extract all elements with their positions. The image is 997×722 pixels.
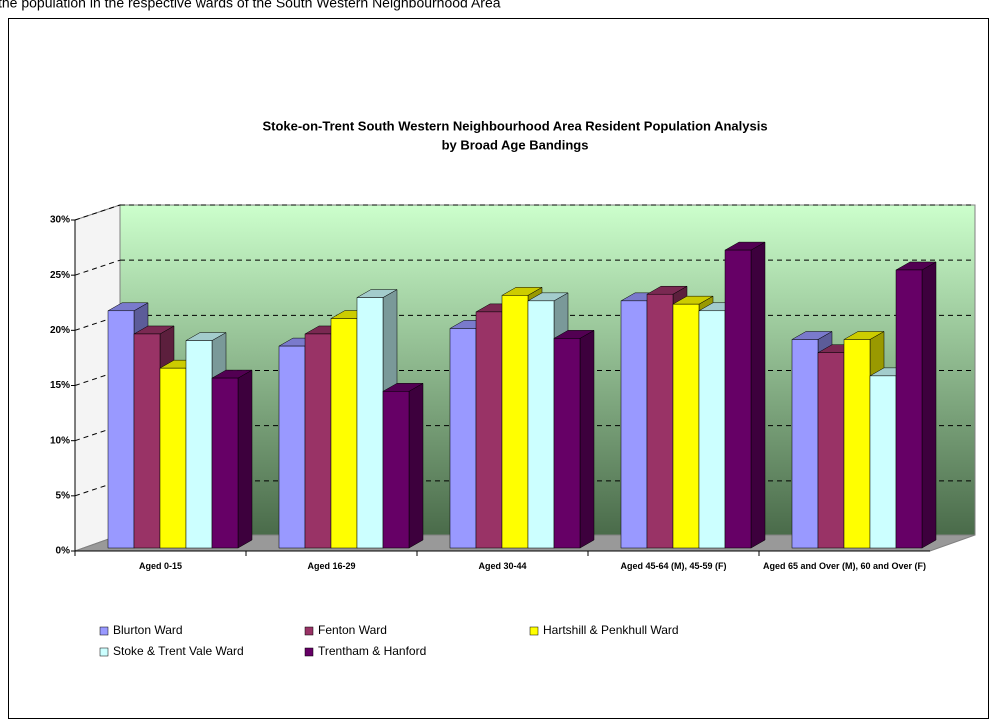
bar: [646, 293, 674, 549]
y-tick-label: 15%: [50, 380, 70, 391]
bar: [159, 367, 187, 549]
x-tick-label: Aged 30-44: [478, 561, 527, 571]
bar-side: [750, 241, 766, 549]
bar-side: [237, 369, 253, 549]
bar-side: [921, 261, 937, 549]
bar: [330, 318, 358, 549]
y-tick-label: 20%: [50, 325, 70, 336]
bar: [698, 310, 726, 549]
bar: [791, 339, 819, 549]
bar: [304, 333, 332, 549]
y-tick-label: 25%: [50, 270, 70, 281]
bar: [501, 295, 529, 549]
bar: [211, 377, 239, 549]
bar: [869, 375, 897, 549]
bar: [382, 391, 410, 549]
legend-label: Blurton Ward: [113, 623, 183, 637]
x-tick-label: Aged 45-64 (M), 45-59 (F): [620, 561, 727, 571]
bar: [133, 333, 161, 549]
bar: [895, 269, 923, 549]
bar: [620, 300, 648, 549]
bar: [843, 339, 871, 549]
bar: [724, 249, 752, 549]
grid-line: [74, 204, 121, 221]
chart-border: [8, 18, 989, 719]
top-text: the population in the respective wards o…: [0, 0, 501, 11]
bar: [553, 338, 581, 549]
bar: [475, 311, 503, 549]
y-tick-label: 10%: [50, 435, 70, 446]
legend-swatch: [304, 647, 314, 657]
legend-swatch: [99, 626, 109, 636]
chart-title: Stoke-on-Trent South Western Neighbourho…: [262, 118, 767, 133]
x-tick-label: Aged 65 and Over (M), 60 and Over (F): [762, 561, 927, 571]
x-tick-label: Aged 0-15: [138, 561, 182, 571]
x-tick-label: Aged 16-29: [307, 561, 356, 571]
legend-label: Trentham & Hanford: [318, 644, 426, 658]
y-tick-label: 30%: [50, 215, 70, 226]
bar: [185, 340, 213, 549]
bar: [449, 328, 477, 549]
legend-label: Stoke & Trent Vale Ward: [113, 644, 244, 658]
legend-swatch: [99, 647, 109, 657]
chart-title: by Broad Age Bandings: [442, 137, 589, 152]
bar-side: [579, 329, 595, 549]
bar: [356, 297, 384, 549]
legend-swatch: [304, 626, 314, 636]
legend-swatch: [529, 626, 539, 636]
y-tick-label: 5%: [56, 490, 71, 501]
bar: [278, 345, 306, 549]
grid-line: [74, 259, 121, 276]
bar: [527, 300, 555, 549]
bar: [107, 310, 135, 549]
bar: [672, 303, 700, 549]
y-tick-label: 0%: [56, 546, 71, 557]
legend-label: Fenton Ward: [318, 623, 387, 637]
legend-label: Hartshill & Penkhull Ward: [543, 623, 679, 637]
bar: [817, 352, 845, 549]
bar-side: [408, 382, 424, 549]
